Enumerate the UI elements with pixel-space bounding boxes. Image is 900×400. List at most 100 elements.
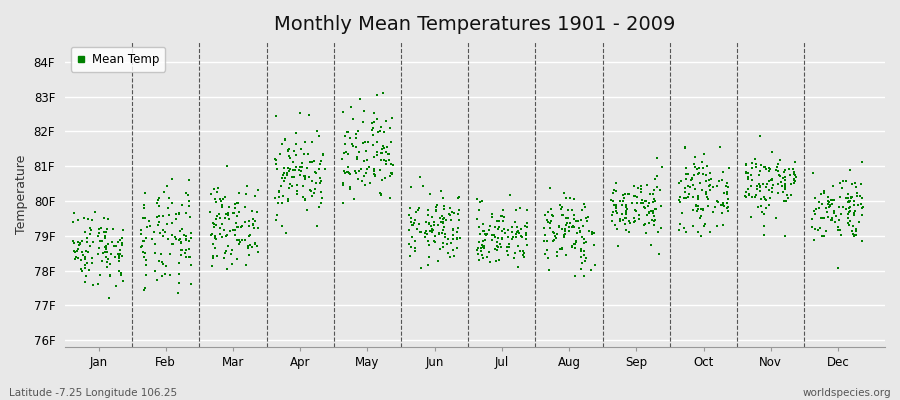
Point: [295, 164, 310, 171]
Point: [566, 224, 580, 230]
Point: [183, 214, 197, 220]
Point: [757, 164, 771, 170]
Point: [104, 250, 118, 257]
Point: [179, 210, 194, 216]
Point: [224, 247, 238, 254]
Point: [561, 215, 575, 222]
Point: [432, 230, 446, 237]
Point: [743, 213, 758, 220]
Point: [179, 190, 194, 196]
Point: [406, 222, 420, 228]
Point: [474, 244, 489, 251]
Point: [720, 191, 734, 197]
Point: [754, 203, 769, 210]
Point: [313, 174, 328, 181]
Point: [95, 258, 110, 264]
Point: [169, 210, 184, 217]
Point: [472, 199, 487, 205]
Point: [540, 208, 554, 215]
Point: [546, 237, 561, 243]
Point: [247, 224, 261, 231]
Point: [820, 209, 834, 215]
Point: [149, 214, 164, 220]
Point: [179, 254, 194, 260]
Point: [672, 198, 687, 205]
Point: [477, 245, 491, 252]
Point: [606, 209, 620, 215]
Point: [516, 248, 530, 254]
Point: [111, 250, 125, 257]
Point: [67, 219, 81, 225]
Point: [234, 224, 248, 231]
Point: [364, 127, 379, 134]
Point: [220, 163, 234, 170]
Point: [103, 261, 117, 267]
Point: [819, 205, 833, 211]
Point: [371, 128, 385, 135]
Point: [355, 178, 369, 184]
Point: [693, 215, 707, 221]
Point: [87, 209, 102, 215]
Point: [93, 272, 107, 278]
Point: [210, 253, 224, 259]
Point: [367, 118, 382, 125]
Point: [753, 196, 768, 202]
Point: [814, 215, 828, 222]
Point: [100, 264, 114, 270]
Point: [833, 180, 848, 187]
Point: [755, 208, 770, 215]
Point: [778, 166, 792, 173]
Point: [520, 220, 535, 226]
Point: [842, 205, 856, 212]
Point: [757, 194, 771, 200]
Point: [161, 204, 176, 211]
Point: [341, 164, 356, 170]
Point: [384, 161, 399, 167]
Point: [470, 216, 484, 222]
Point: [854, 201, 868, 207]
Point: [484, 232, 499, 238]
Point: [511, 230, 526, 236]
Point: [374, 128, 388, 134]
Point: [152, 194, 166, 201]
Point: [174, 240, 188, 246]
Point: [482, 223, 497, 230]
Point: [520, 207, 535, 214]
Point: [403, 244, 418, 250]
Point: [243, 242, 257, 248]
Point: [608, 202, 623, 208]
Point: [435, 230, 449, 237]
Point: [77, 265, 92, 271]
Point: [819, 228, 833, 234]
Point: [568, 241, 582, 247]
Point: [485, 232, 500, 238]
Point: [495, 213, 509, 220]
Point: [433, 214, 447, 221]
Point: [138, 215, 152, 222]
Point: [302, 159, 317, 166]
Point: [172, 271, 186, 277]
Point: [111, 238, 125, 245]
Point: [559, 215, 573, 221]
Point: [238, 204, 252, 210]
Point: [153, 230, 167, 236]
Point: [490, 243, 504, 250]
Point: [509, 231, 524, 237]
Point: [101, 256, 115, 263]
Point: [744, 172, 759, 178]
Point: [677, 194, 691, 201]
Point: [149, 200, 164, 207]
Point: [151, 197, 166, 204]
Point: [67, 209, 81, 216]
Point: [635, 197, 650, 203]
Point: [679, 176, 693, 182]
Point: [615, 202, 629, 208]
Point: [78, 247, 93, 254]
Point: [348, 170, 363, 176]
Point: [242, 252, 256, 258]
Point: [304, 178, 319, 184]
Point: [70, 248, 85, 255]
Point: [345, 141, 359, 147]
Point: [112, 251, 126, 257]
Point: [439, 241, 454, 248]
